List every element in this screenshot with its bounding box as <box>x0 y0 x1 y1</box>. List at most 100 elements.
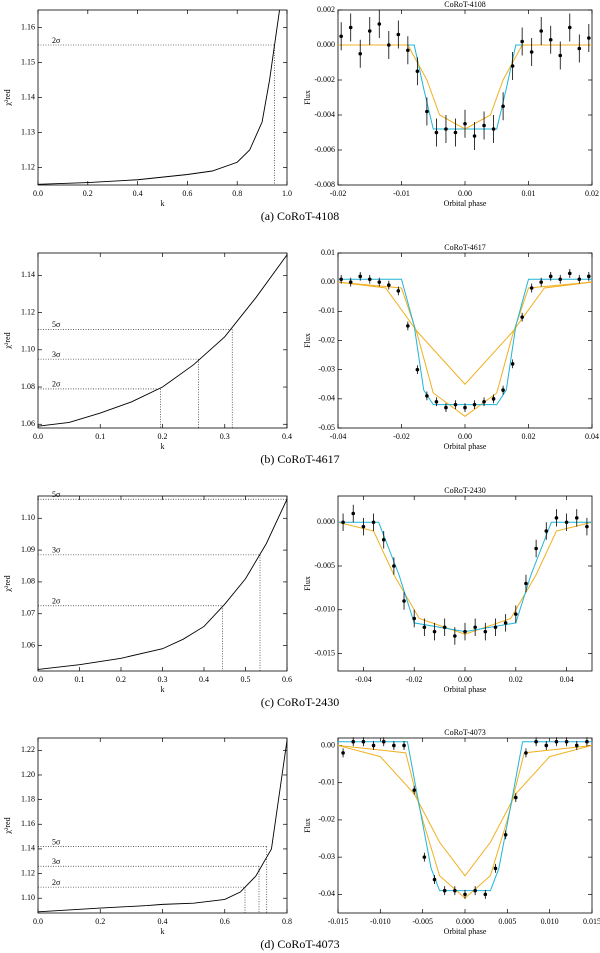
data-point <box>482 123 486 128</box>
data-point <box>587 36 591 40</box>
x-tick-label: 1.0 <box>282 189 292 198</box>
data-point <box>367 277 372 282</box>
y-tick-label: 1.10 <box>21 893 35 902</box>
data-point <box>493 625 498 630</box>
data-point <box>415 69 420 74</box>
x-tick-label: 0.01 <box>522 189 536 198</box>
x-tick-label: 0.6 <box>182 189 192 198</box>
y-axis-label: χ²red <box>3 817 12 834</box>
x-tick-label: -0.010 <box>370 917 391 926</box>
y-tick-label: -0.005 <box>314 561 335 570</box>
data-point <box>585 739 589 744</box>
data-point <box>548 37 553 42</box>
chi2-curve <box>37 498 288 670</box>
level-label: 2σ <box>52 380 61 389</box>
x-tick-label: 0.2 <box>116 675 126 684</box>
x-axis-label: Orbital phase <box>444 442 487 451</box>
data-point <box>503 833 508 837</box>
x-tick-label: 0.1 <box>75 675 85 684</box>
x-tick-label: 0.0 <box>33 675 43 684</box>
level-label: 3σ <box>52 350 61 359</box>
data-point <box>554 516 559 520</box>
y-tick-label: 0.01 <box>321 248 335 257</box>
data-point <box>444 127 448 131</box>
data-point <box>444 405 448 410</box>
data-point <box>432 877 437 882</box>
x-tick-label: -0.02 <box>330 189 347 198</box>
x-tick-label: 0.010 <box>541 917 559 926</box>
chi2-curve <box>37 254 288 427</box>
x-tick-label: 0.1 <box>95 432 105 441</box>
model-curve <box>337 521 593 635</box>
data-point <box>473 625 477 630</box>
data-point <box>381 739 386 744</box>
y-tick-label: -0.002 <box>314 75 335 84</box>
x-tick-label: 0.3 <box>220 432 230 441</box>
data-point <box>406 324 410 328</box>
model-curve <box>337 281 593 385</box>
y-tick-label: 0.000 <box>317 517 335 526</box>
x-tick-label: -0.04 <box>355 675 372 684</box>
data-point <box>483 629 488 634</box>
x-tick-label: 0.04 <box>560 675 574 684</box>
data-point <box>539 29 543 33</box>
data-point <box>339 277 343 282</box>
y-tick-label: 1.16 <box>21 22 35 31</box>
x-tick-label: 0.0 <box>33 189 43 198</box>
y-tick-label: 1.16 <box>21 819 35 828</box>
data-point <box>472 402 477 407</box>
data-point <box>358 51 363 56</box>
data-point <box>377 280 382 284</box>
data-point <box>520 315 524 319</box>
y-tick-label: 1.14 <box>21 844 35 853</box>
plot-frame <box>337 737 593 914</box>
data-point <box>529 50 534 54</box>
plot-frame <box>37 9 288 186</box>
y-tick-label: -0.01 <box>318 306 335 315</box>
x-tick-label: 0.005 <box>498 917 516 926</box>
data-point <box>412 616 417 621</box>
data-point <box>453 402 458 407</box>
caption: (d) CoRoT-4073 <box>260 937 339 951</box>
x-tick-label: 0.0 <box>33 917 43 926</box>
x-tick-label: 0.02 <box>585 189 599 198</box>
y-tick-label: -0.03 <box>318 852 335 861</box>
level-label: 3σ <box>52 857 61 866</box>
y-tick-label: 1.18 <box>21 794 35 803</box>
data-point <box>473 888 477 893</box>
model-curve <box>338 521 592 633</box>
x-tick-label: 0.00 <box>458 432 472 441</box>
x-axis-label: Orbital phase <box>444 199 487 208</box>
data-point <box>348 25 353 30</box>
x-tick-label: -0.01 <box>393 189 410 198</box>
data-point <box>503 621 508 625</box>
data-point <box>534 546 538 551</box>
data-point <box>341 751 345 755</box>
x-axis-label: k <box>161 199 165 208</box>
caption: (b) CoRoT-4617 <box>260 452 339 466</box>
x-tick-label: 0.00 <box>458 675 472 684</box>
data-point <box>554 739 559 744</box>
x-axis-label: k <box>161 442 165 451</box>
x-tick-label: 0.8 <box>282 917 292 926</box>
plot-frame <box>37 495 288 672</box>
x-tick-label: 0.02 <box>522 432 536 441</box>
level-label: 5σ <box>52 320 61 329</box>
x-axis-label: k <box>161 685 165 694</box>
y-tick-label: 1.08 <box>21 577 35 586</box>
data-point <box>529 286 534 290</box>
data-point <box>463 405 467 410</box>
data-point <box>501 388 505 392</box>
data-point <box>483 892 488 897</box>
y-tick-label: -0.03 <box>318 364 335 373</box>
caption: (c) CoRoT-2430 <box>261 695 340 709</box>
data-point <box>520 39 524 44</box>
data-point <box>339 34 343 39</box>
y-tick-label: 1.20 <box>21 770 35 779</box>
data-point <box>585 524 589 529</box>
x-tick-label: -0.02 <box>406 675 423 684</box>
data-point <box>548 274 553 279</box>
x-tick-label: 0.6 <box>282 675 292 684</box>
data-point <box>491 397 496 401</box>
